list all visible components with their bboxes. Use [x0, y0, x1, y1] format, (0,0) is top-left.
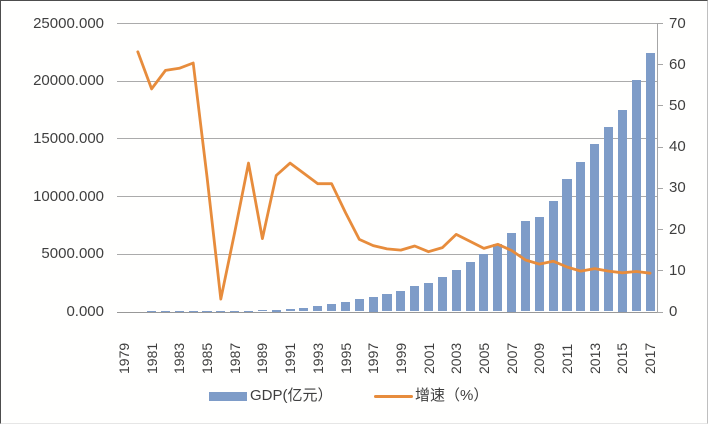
gdp-bar	[603, 126, 614, 312]
gdp-bar	[590, 144, 600, 312]
x-axis-tick-label: 2005	[475, 342, 492, 374]
x-axis-tick-label: 1981	[143, 342, 160, 374]
x-axis-tick-label: 2003	[448, 342, 465, 374]
gdp-bar	[548, 200, 558, 312]
right-axis-tick-label: 70	[669, 14, 686, 32]
growth-line	[136, 50, 652, 301]
gdp-bar	[285, 308, 295, 312]
gdp-bar	[631, 79, 641, 312]
right-axis-tick	[657, 105, 663, 107]
right-axis-tick	[657, 187, 663, 189]
x-axis-tick-label: 2007	[503, 342, 520, 374]
gdp-bar	[243, 310, 254, 312]
gdp-bar	[410, 286, 420, 312]
x-axis-tick-label: 2015	[614, 342, 631, 374]
x-axis-line	[117, 311, 657, 313]
legend-growth-swatch	[374, 395, 413, 398]
gdp-bar	[493, 244, 503, 312]
left-axis-tick-label: 15000.000	[33, 129, 104, 147]
right-axis-tick	[657, 270, 663, 272]
right-axis-line	[657, 23, 658, 312]
right-axis-tick	[657, 23, 663, 24]
gdp-bar	[382, 293, 392, 312]
gdp-bar	[230, 310, 240, 312]
gridline	[117, 23, 657, 24]
gdp-bar	[216, 311, 226, 312]
gdp-bar	[507, 233, 517, 312]
gdp-bar	[368, 296, 378, 312]
x-axis-tick-label: 1993	[309, 342, 326, 374]
gdp-bar	[617, 109, 627, 312]
left-axis-tick-label: 5000.000	[41, 245, 104, 263]
right-axis-tick-label: 60	[669, 55, 686, 73]
gdp-bar	[202, 311, 212, 312]
gdp-bar	[562, 178, 572, 312]
x-axis-tick-label: 1979	[115, 342, 132, 374]
gridline	[117, 80, 657, 82]
x-axis-tick-label: 2017	[642, 342, 659, 374]
gdp-bar	[354, 299, 364, 312]
legend-gdp-label: GDP(亿元）	[250, 387, 333, 404]
gdp-bar	[465, 262, 475, 312]
gdp-bar	[451, 270, 461, 312]
gdp-bar	[257, 310, 267, 312]
gdp-bar	[645, 52, 655, 312]
right-axis-tick-label: 20	[669, 220, 686, 238]
x-axis-tick-label: 2011	[559, 343, 575, 374]
right-axis-tick	[657, 229, 663, 231]
gdp-bar	[423, 282, 434, 312]
gdp-bar	[437, 277, 447, 312]
legend-gdp-swatch	[209, 392, 247, 401]
x-axis-tick-label: 1999	[392, 342, 409, 374]
x-axis-tick-label: 2009	[531, 342, 548, 374]
x-axis-tick-label: 1991	[282, 342, 299, 374]
right-axis-tick	[657, 146, 663, 148]
x-axis-tick-label: 1989	[254, 342, 271, 374]
gdp-bar	[396, 290, 406, 312]
right-axis-tick	[657, 64, 663, 66]
legend-growth-label: 增速（%）	[415, 387, 489, 404]
x-axis-tick-label: 2001	[420, 342, 437, 374]
x-axis-tick-label: 1987	[226, 342, 243, 374]
gdp-bar	[340, 301, 351, 312]
gdp-bar	[520, 221, 531, 312]
right-axis-tick-label: 10	[669, 261, 686, 279]
x-axis-tick-label: 2013	[586, 342, 603, 374]
gridline	[117, 138, 657, 140]
gdp-bar	[299, 307, 309, 312]
left-axis-tick-label: 25000.000	[33, 14, 104, 32]
gdp-bar	[576, 162, 586, 312]
gdp-bar	[271, 309, 281, 312]
right-axis-tick-label: 0	[669, 303, 678, 320]
x-axis-tick-label: 1995	[337, 342, 354, 374]
gdp-bar	[534, 216, 544, 312]
left-axis-tick-label: 10000.000	[33, 187, 104, 205]
right-axis-tick	[657, 311, 663, 313]
x-axis-tick-label: 1997	[365, 342, 382, 374]
right-axis-tick-label: 40	[669, 138, 686, 156]
left-axis-tick-label: 20000.000	[33, 72, 104, 90]
right-axis-tick-label: 30	[669, 179, 686, 197]
gdp-bar	[313, 306, 323, 312]
gdp-bar	[479, 254, 489, 312]
x-axis-tick-label: 1985	[199, 342, 215, 374]
right-axis-tick-label: 50	[669, 96, 686, 114]
gdp-bar	[327, 304, 337, 312]
left-axis-tick-label: 0.000	[66, 303, 104, 320]
x-axis-tick-label: 1983	[171, 342, 188, 374]
